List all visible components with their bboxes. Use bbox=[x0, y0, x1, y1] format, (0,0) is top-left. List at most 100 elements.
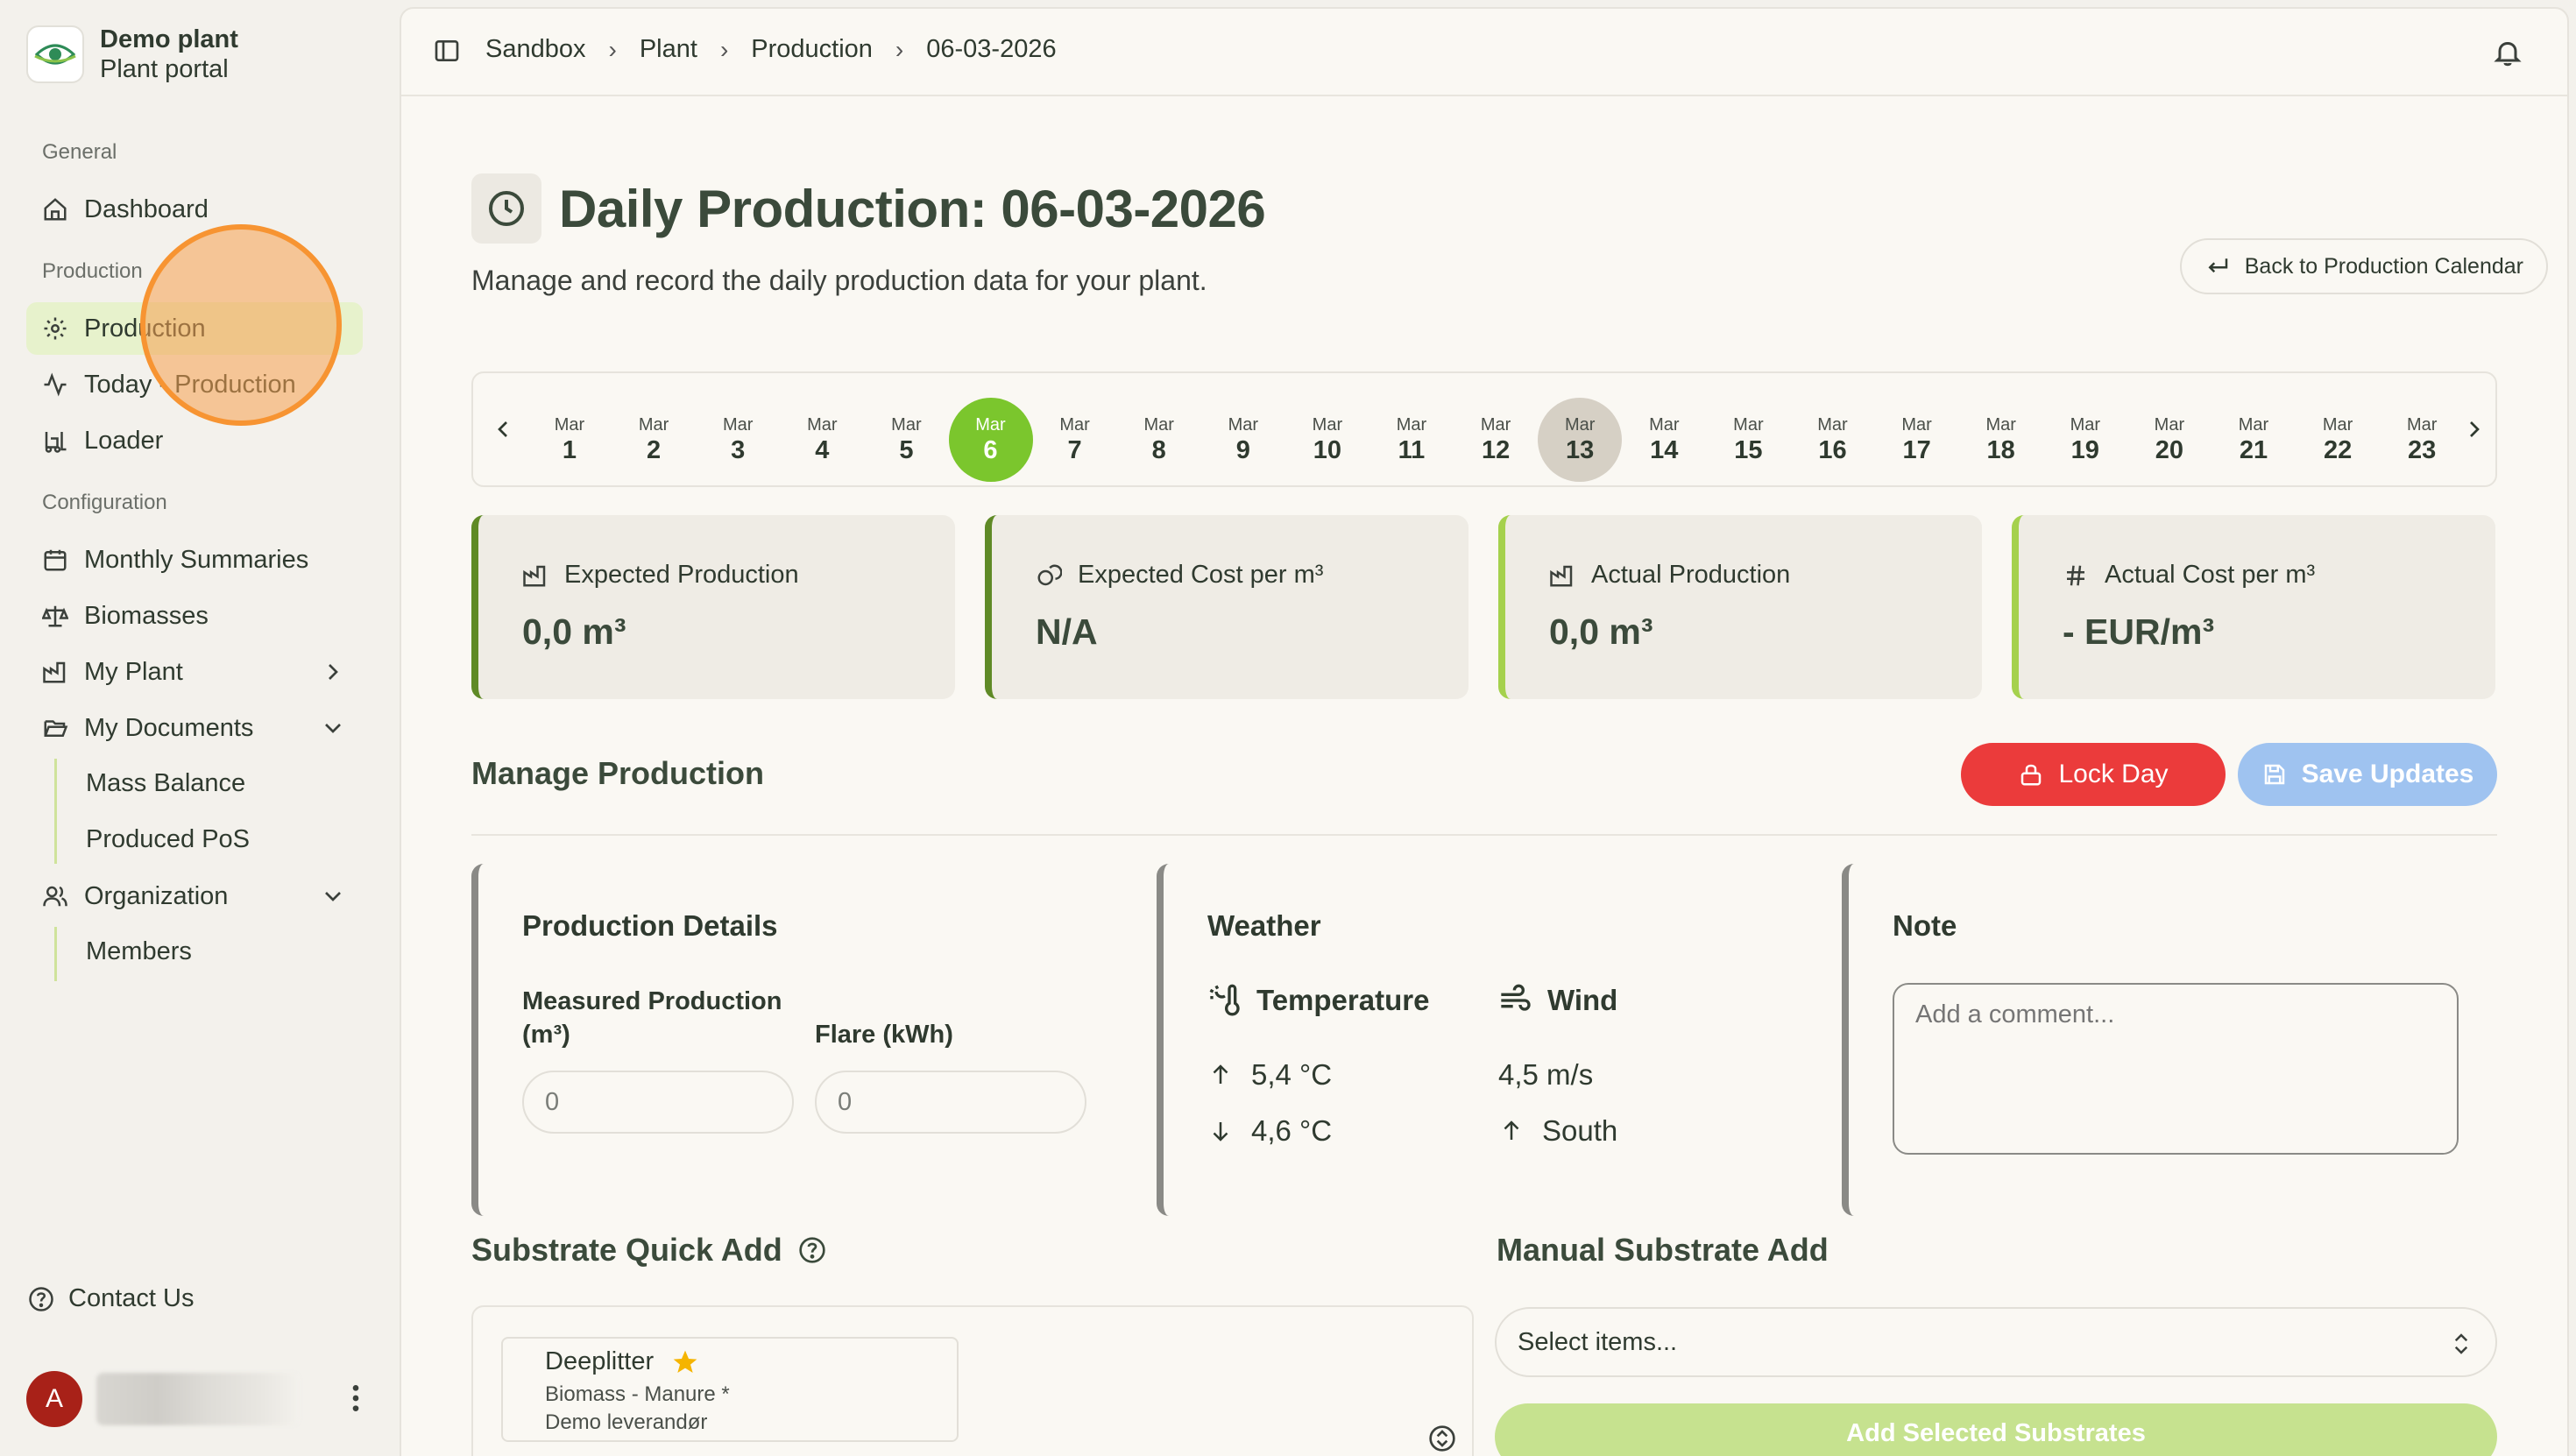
chevron-right-icon[interactable] bbox=[319, 658, 347, 686]
flare-input[interactable]: 0 bbox=[815, 1071, 1086, 1134]
sidebar-item-monthly-summaries[interactable]: Monthly Summaries bbox=[26, 534, 363, 586]
scale-icon bbox=[40, 601, 70, 631]
sidebar-toggle-icon[interactable] bbox=[433, 37, 461, 65]
section-label-general: General bbox=[42, 140, 117, 164]
day-4[interactable]: Mar 4 bbox=[780, 398, 864, 482]
stat-label: Expected Cost per m³ bbox=[1078, 561, 1324, 589]
help-circle-icon[interactable] bbox=[798, 1236, 826, 1264]
day-23[interactable]: Mar 23 bbox=[2380, 398, 2464, 482]
star-icon[interactable] bbox=[671, 1348, 699, 1376]
stat-value: 0,0 m³ bbox=[1549, 611, 1653, 652]
day-number: 14 bbox=[1650, 436, 1679, 464]
substrate-quick-add-title: Substrate Quick Add bbox=[471, 1232, 826, 1269]
day-number: 13 bbox=[1566, 436, 1595, 464]
day-8[interactable]: Mar 8 bbox=[1117, 398, 1201, 482]
day-month: Mar bbox=[807, 415, 838, 435]
lock-day-label: Lock Day bbox=[2058, 760, 2169, 788]
factory-icon bbox=[522, 562, 548, 589]
day-number: 3 bbox=[731, 436, 746, 464]
day-number: 17 bbox=[1902, 436, 1931, 464]
more-vertical-icon[interactable] bbox=[347, 1381, 364, 1416]
sidebar-subitem-produced-pos[interactable]: Produced PoS bbox=[86, 825, 251, 853]
wind-direction-value: South bbox=[1542, 1114, 1618, 1147]
day-7[interactable]: Mar 7 bbox=[1033, 398, 1117, 482]
lock-day-button[interactable]: Lock Day bbox=[1961, 743, 2226, 806]
chevron-left-icon[interactable] bbox=[489, 413, 517, 445]
day-20[interactable]: Mar 20 bbox=[2127, 398, 2212, 482]
wind-heading: Wind bbox=[1498, 983, 1617, 1018]
day-17[interactable]: Mar 17 bbox=[1875, 398, 1959, 482]
breadcrumb-production[interactable]: Production bbox=[751, 35, 873, 63]
sidebar-item-organization[interactable]: Organization bbox=[26, 870, 363, 922]
day-13[interactable]: Mar 13 bbox=[1538, 398, 1623, 482]
user-menu[interactable]: A bbox=[26, 1368, 373, 1430]
chevron-down-icon[interactable] bbox=[319, 714, 347, 742]
breadcrumb-sandbox[interactable]: Sandbox bbox=[485, 35, 586, 63]
sidebar-item-production[interactable]: Production bbox=[26, 302, 363, 355]
sidebar: Demo plant Plant portal General Dashboar… bbox=[0, 0, 400, 1456]
day-18[interactable]: Mar 18 bbox=[1959, 398, 2043, 482]
day-1[interactable]: Mar 1 bbox=[527, 398, 612, 482]
bell-icon[interactable] bbox=[2492, 37, 2523, 68]
sidebar-item-my-documents[interactable]: My Documents bbox=[26, 702, 363, 754]
divider bbox=[471, 834, 2497, 836]
save-updates-button[interactable]: Save Updates bbox=[2238, 743, 2497, 806]
panel-title: Production Details bbox=[522, 909, 778, 942]
brand[interactable]: Demo plant Plant portal bbox=[26, 25, 238, 84]
day-22[interactable]: Mar 22 bbox=[2296, 398, 2380, 482]
sidebar-item-dashboard[interactable]: Dashboard bbox=[26, 183, 363, 236]
sidebar-item-today-production[interactable]: Today - Production bbox=[26, 358, 363, 411]
day-month: Mar bbox=[1733, 415, 1764, 435]
calendar-icon bbox=[40, 545, 70, 575]
substrate-card[interactable]: Deeplitter Biomass - Manure * Demo lever… bbox=[501, 1337, 959, 1442]
temperature-high: 5,4 °C bbox=[1207, 1058, 1332, 1092]
chevron-down-icon[interactable] bbox=[319, 882, 347, 910]
page-title: Daily Production: 06-03-2026 bbox=[559, 179, 1266, 238]
day-9[interactable]: Mar 9 bbox=[1201, 398, 1285, 482]
day-3[interactable]: Mar 3 bbox=[696, 398, 780, 482]
eye-logo-icon bbox=[26, 25, 84, 83]
day-2[interactable]: Mar 2 bbox=[612, 398, 696, 482]
day-month: Mar bbox=[1564, 415, 1596, 435]
substrate-supplier: Demo leverandør bbox=[545, 1410, 708, 1434]
day-number: 21 bbox=[2239, 436, 2268, 464]
chevron-right-icon: › bbox=[895, 35, 904, 63]
add-selected-substrates-button[interactable]: Add Selected Substrates bbox=[1495, 1403, 2497, 1456]
day-6[interactable]: Mar 6 bbox=[948, 398, 1033, 482]
day-19[interactable]: Mar 19 bbox=[2043, 398, 2127, 482]
day-number: 20 bbox=[2155, 436, 2184, 464]
day-11[interactable]: Mar 11 bbox=[1369, 398, 1454, 482]
measured-production-input[interactable]: 0 bbox=[522, 1071, 794, 1134]
day-15[interactable]: Mar 15 bbox=[1706, 398, 1790, 482]
contact-us-link[interactable]: Contact Us bbox=[28, 1284, 194, 1313]
day-16[interactable]: Mar 16 bbox=[1791, 398, 1875, 482]
day-14[interactable]: Mar 14 bbox=[1622, 398, 1706, 482]
sidebar-item-loader[interactable]: Loader bbox=[26, 414, 363, 467]
day-10[interactable]: Mar 10 bbox=[1285, 398, 1369, 482]
brand-name: Demo plant bbox=[100, 25, 238, 53]
folder-open-icon bbox=[40, 713, 70, 743]
temperature-low: 4,6 °C bbox=[1207, 1114, 1332, 1148]
temperature-low-value: 4,6 °C bbox=[1251, 1114, 1333, 1147]
substrate-type: Biomass - Manure * bbox=[545, 1382, 730, 1406]
day-month: Mar bbox=[2406, 415, 2438, 435]
day-number: 19 bbox=[2070, 436, 2099, 464]
substrate-select[interactable]: Select items... bbox=[1495, 1307, 2497, 1377]
day-12[interactable]: Mar 12 bbox=[1454, 398, 1538, 482]
substrate-select-placeholder: Select items... bbox=[1518, 1327, 1678, 1356]
back-to-calendar-button[interactable]: Back to Production Calendar bbox=[2179, 238, 2548, 294]
sidebar-item-my-plant[interactable]: My Plant bbox=[26, 646, 363, 698]
chevron-right-icon[interactable] bbox=[2460, 413, 2488, 445]
sidebar-item-biomasses[interactable]: Biomasses bbox=[26, 590, 363, 642]
arrow-up-icon bbox=[1207, 1062, 1234, 1088]
chevrons-up-down-icon[interactable] bbox=[1428, 1424, 1456, 1452]
corner-down-left-icon bbox=[2204, 253, 2231, 279]
day-5[interactable]: Mar 5 bbox=[864, 398, 948, 482]
sidebar-subitem-mass-balance[interactable]: Mass Balance bbox=[86, 769, 246, 797]
sidebar-subitem-members[interactable]: Members bbox=[86, 937, 192, 965]
forklift-icon bbox=[40, 426, 70, 456]
day-number: 18 bbox=[1986, 436, 2015, 464]
note-textarea[interactable] bbox=[1893, 983, 2459, 1155]
breadcrumb-plant[interactable]: Plant bbox=[639, 35, 697, 63]
day-21[interactable]: Mar 21 bbox=[2212, 398, 2296, 482]
